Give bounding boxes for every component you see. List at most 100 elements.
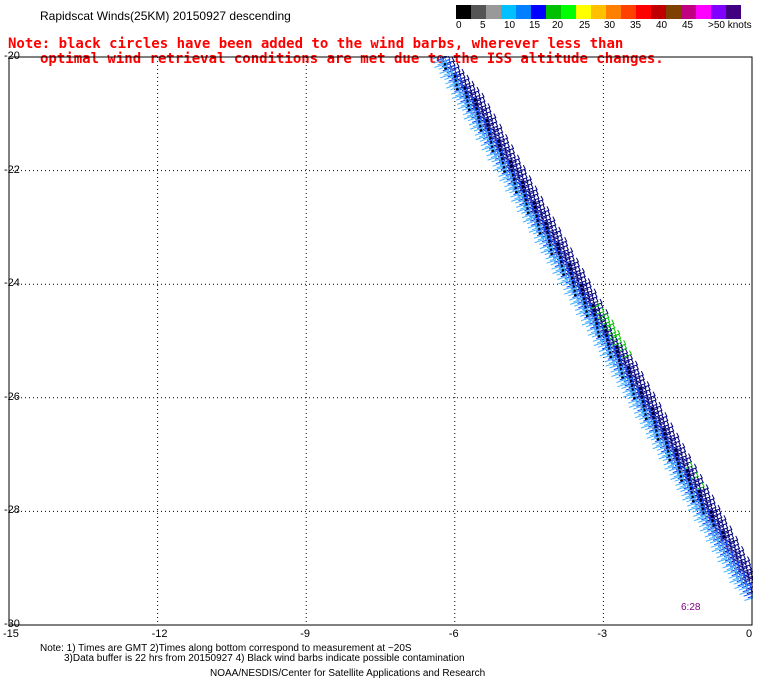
wind-barb-icon [533, 211, 544, 219]
wind-barb-icon [685, 490, 696, 498]
wind-barb-icon [534, 215, 545, 224]
wind-barb-icon [621, 381, 632, 389]
wind-barb-icon [489, 146, 500, 154]
wind-barb-icon [625, 367, 636, 376]
legend-label: 10 [504, 20, 516, 31]
wind-barb-icon [657, 412, 668, 420]
wind-barb-icon [485, 144, 496, 153]
wind-barb-icon [509, 170, 520, 178]
wind-barb-icon [639, 416, 650, 425]
wind-barb-icon [580, 293, 591, 302]
wind-barb-icon [728, 555, 739, 564]
wind-barb-icon [517, 173, 528, 182]
wind-barb-icon [557, 272, 568, 280]
wind-barb-icon [733, 561, 744, 570]
legend-label: >50 knots [708, 20, 752, 31]
wind-barb-icon [738, 567, 749, 576]
wind-barb-icon [720, 552, 731, 560]
legend-swatch [561, 5, 576, 19]
wind-barb-icon [634, 370, 645, 379]
wind-barb-icon [525, 207, 536, 216]
wind-barb-icon [623, 354, 634, 363]
wind-barb-icon [513, 187, 524, 195]
legend-swatch [651, 5, 666, 19]
wind-barb-icon [717, 554, 728, 563]
wind-barb-icon [565, 275, 576, 284]
wind-barb-icon [734, 581, 745, 589]
legend-swatch [696, 5, 711, 19]
wind-barb-icon [511, 178, 522, 187]
wind-barb-icon [600, 333, 610, 341]
wind-barb-icon [662, 453, 673, 462]
wind-barb-icon [576, 276, 587, 285]
wind-barb-icon [528, 225, 539, 233]
wind-barb-icon [605, 343, 616, 352]
legend-swatch [546, 5, 561, 19]
grid-lines [9, 57, 752, 625]
wind-barb-icon [586, 323, 597, 332]
wind-barb-icon [626, 371, 637, 380]
wind-barb-icon [445, 76, 456, 85]
wind-barb-icon [633, 401, 644, 410]
wind-barb-icon [607, 352, 618, 360]
wind-barb-icon [716, 515, 727, 523]
wind-barb-icon [722, 540, 733, 549]
wind-barb-icon [499, 158, 510, 166]
wind-barb-icon [434, 60, 445, 68]
wind-barb-icon [527, 185, 538, 194]
wind-barb-icon [570, 297, 580, 305]
wind-barb-icon [659, 440, 670, 449]
wind-barb-icon [701, 512, 712, 521]
wind-barb-icon [615, 370, 626, 379]
wind-barb-icon [682, 492, 693, 501]
wind-barb-icon [655, 438, 666, 447]
wind-barb-icon [568, 273, 579, 281]
wind-barb-icon [729, 559, 740, 568]
wind-barb-icon [481, 107, 492, 116]
wind-barb-icon [661, 429, 672, 437]
wind-barb-icon [741, 560, 752, 569]
wind-barb-icon [450, 67, 461, 75]
wind-barb-icon [475, 112, 486, 121]
wind-barb-icon [739, 587, 750, 595]
wind-barb-icon [546, 236, 556, 244]
wind-barb-icon [634, 406, 644, 414]
wind-barb-icon [582, 302, 593, 310]
wind-barb-icon [677, 471, 688, 480]
wind-barb-icon [545, 231, 556, 240]
wind-barb-icon [589, 316, 600, 325]
wind-barb-icon [688, 487, 699, 496]
wind-barb-icon [487, 133, 497, 141]
wind-barb-icon [716, 530, 727, 539]
wind-barb-icon [482, 131, 493, 140]
x-tick-label: -3 [597, 628, 608, 640]
wind-barb-icon [490, 150, 501, 159]
wind-barb-icon [667, 459, 678, 468]
wind-barb-icon [567, 268, 578, 277]
wind-barb-icon [642, 409, 653, 418]
wind-barb-icon [733, 576, 744, 585]
wind-barb-icon [507, 176, 518, 185]
wind-barb-icon [539, 241, 550, 250]
wind-barb-icon [639, 396, 650, 405]
wind-barb-icon [536, 224, 546, 232]
wind-barb-icon [726, 542, 737, 551]
wind-barb-icon [617, 379, 628, 388]
legend-swatch [666, 5, 681, 19]
wind-barb-icon [624, 358, 635, 367]
wind-barb-icon [438, 61, 449, 70]
wind-barb-icon [505, 168, 516, 177]
wind-barb-icon [725, 538, 736, 546]
wind-barb-icon [581, 297, 592, 306]
wind-barb-icon [436, 56, 447, 62]
wind-barb-icon [613, 362, 624, 371]
wind-barb-icon [562, 278, 573, 286]
wind-barb-icon [678, 475, 689, 484]
wind-barb-icon [664, 446, 675, 455]
wind-barb-icon [632, 397, 643, 406]
wind-barb-icon [664, 461, 675, 470]
y-tick-label: -30 [4, 618, 20, 630]
wind-barb-icon [651, 437, 662, 445]
wind-barb-icon [680, 484, 691, 492]
note-line-2: optimal wind retrieval conditions are me… [40, 51, 664, 67]
